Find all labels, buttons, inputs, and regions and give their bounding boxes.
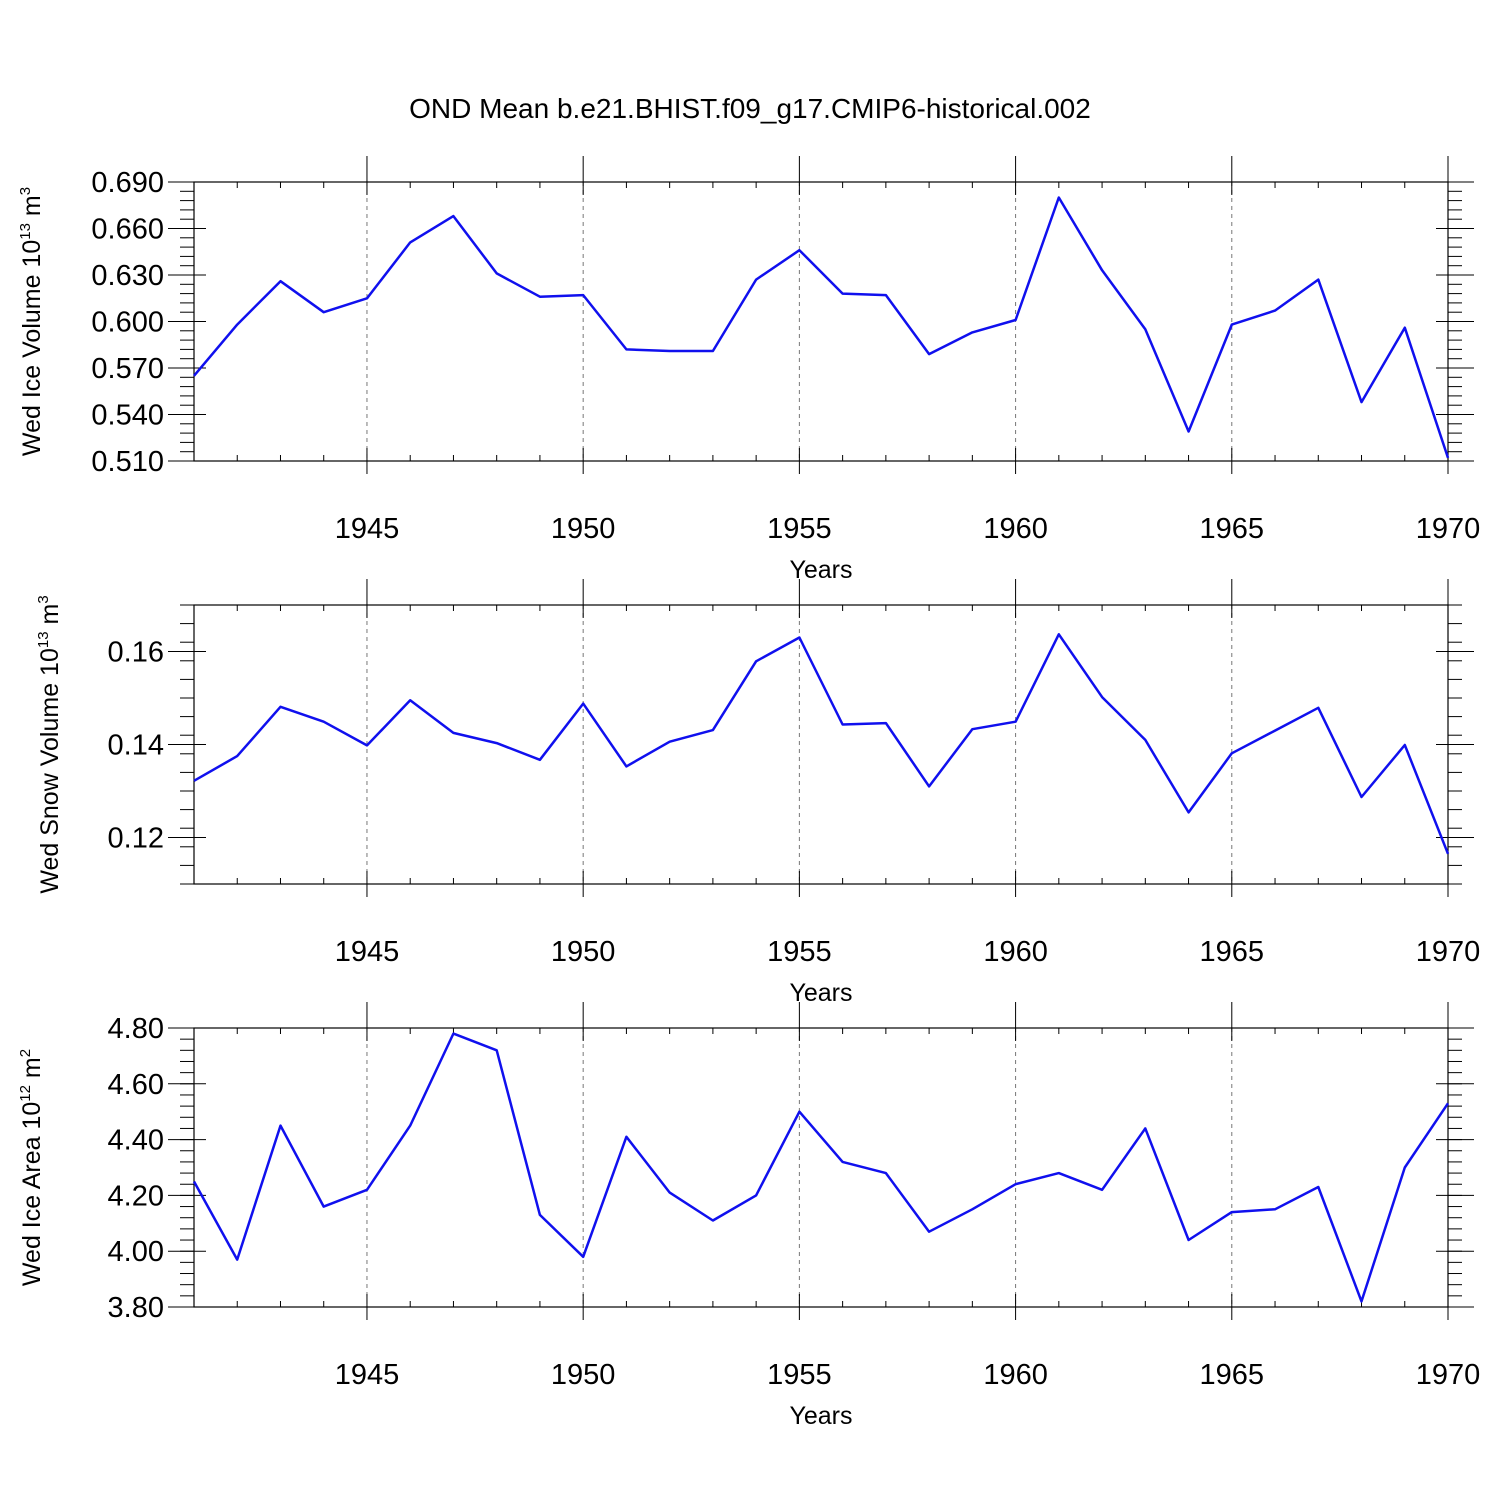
x-tick-label: 1960: [983, 1359, 1048, 1391]
y-tick-label: 4.40: [108, 1125, 164, 1157]
x-tick-label: 1970: [1416, 1359, 1481, 1391]
y-tick-label: 0.16: [108, 637, 164, 669]
y-tick-label: 0.570: [91, 353, 164, 385]
x-axis-title: Years: [789, 979, 852, 1007]
y-axis-title: Wed Snow Volume 1013 m3: [35, 595, 64, 893]
x-tick-label: 1960: [983, 936, 1048, 968]
x-tick-label: 1965: [1200, 513, 1265, 545]
y-tick-label: 0.660: [91, 214, 164, 246]
x-tick-label: 1950: [551, 936, 616, 968]
x-tick-label: 1960: [983, 513, 1048, 545]
x-tick-label: 1970: [1416, 936, 1481, 968]
y-axis-title-part: Wed Ice Volume 10: [18, 240, 46, 456]
data-series-line: [193, 196, 1450, 459]
x-tick-label: 1965: [1200, 1359, 1265, 1391]
y-axis-title: Wed Ice Volume 1013 m3: [17, 187, 46, 456]
y-axis-title: Wed Ice Area 1012 m2: [17, 1049, 46, 1286]
data-series-line: [193, 633, 1450, 855]
data-series-line: [192, 1032, 1450, 1303]
y-axis-title-part: m: [36, 604, 64, 632]
y-tick-label: 0.12: [108, 823, 164, 855]
y-tick-label: 0.630: [91, 260, 164, 292]
y-tick-label: 0.14: [108, 730, 164, 762]
y-tick-label: 4.00: [108, 1236, 164, 1268]
y-axis-title-part: Wed Snow Volume 10: [36, 648, 64, 894]
x-tick-label: 1965: [1200, 936, 1265, 968]
panels: 0.510 0.540 0.570 0.600 0.630 0.660 0.690 1945 1…: [17, 156, 1480, 1430]
figure-title: OND Mean b.e21.BHIST.f09_g17.CMIP6-histo…: [409, 93, 1091, 124]
plot-frame: [193, 604, 1449, 885]
y-tick-label: 0.690: [91, 167, 164, 199]
y-tick-label: 4.60: [108, 1069, 164, 1101]
y-axis-title-part: 3: [17, 187, 34, 195]
y-tick-label: 3.80: [108, 1292, 164, 1324]
chart-panel-2: 0.12 0.14 0.16 1945 1950 1955 1960 1965 1970 Year…: [35, 579, 1480, 1007]
y-axis-title-part: m: [18, 1057, 46, 1085]
y-axis-title-part: 13: [35, 631, 52, 648]
y-axis-title-part: m: [18, 195, 46, 223]
x-tick-label: 1950: [551, 513, 616, 545]
x-tick-label: 1945: [335, 1359, 400, 1391]
x-tick-label: 1955: [767, 513, 832, 545]
y-axis-title-part: 12: [17, 1085, 34, 1102]
y-axis-title-part: 3: [35, 595, 52, 603]
plot-frame: [193, 181, 1449, 462]
x-tick-label: 1955: [767, 1359, 832, 1391]
x-tick-label: 1945: [335, 513, 400, 545]
x-tick-label: 1955: [767, 936, 832, 968]
x-tick-label: 1970: [1416, 513, 1481, 545]
y-tick-label: 0.600: [91, 307, 164, 339]
y-tick-label: 0.510: [91, 446, 164, 478]
plot-frame: [193, 1027, 1449, 1308]
y-axis-title-part: 13: [17, 223, 34, 240]
x-axis-title: Years: [789, 1402, 852, 1430]
x-tick-label: 1945: [335, 936, 400, 968]
y-axis-title-part: Wed Ice Area 10: [18, 1102, 46, 1286]
chart-panel-3: 3.80 4.00 4.20 4.40 4.60 4.80 1945 1950 1955 1960…: [17, 1002, 1480, 1430]
chart-panel-1: 0.510 0.540 0.570 0.600 0.630 0.660 0.690 1945 1…: [17, 156, 1480, 584]
x-axis-title: Years: [789, 556, 852, 584]
y-tick-label: 4.80: [108, 1013, 164, 1045]
y-tick-label: 0.540: [91, 400, 164, 432]
x-tick-label: 1950: [551, 1359, 616, 1391]
y-tick-label: 4.20: [108, 1180, 164, 1212]
y-axis-title-part: 2: [17, 1049, 34, 1057]
